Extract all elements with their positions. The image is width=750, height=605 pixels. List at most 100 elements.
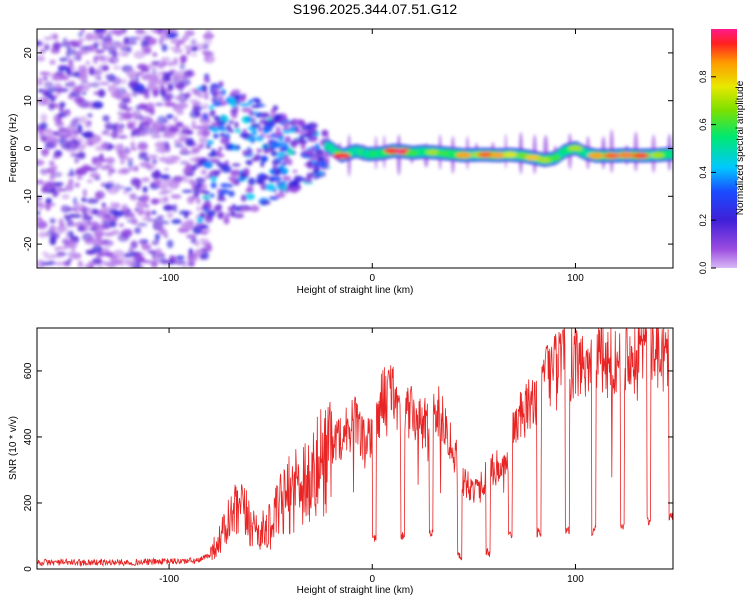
noise-blob: [122, 107, 134, 111]
noise-blob: [102, 43, 108, 51]
noise-blob: [138, 129, 149, 137]
noise-blob: [179, 61, 185, 71]
noise-blob: [192, 163, 200, 169]
transition-blob: [231, 89, 241, 95]
ridge-core: [559, 148, 572, 154]
noise-blob: [179, 136, 190, 143]
noise-blob: [155, 221, 163, 230]
noise-blob: [167, 61, 175, 67]
noise-blob: [94, 29, 107, 33]
transition-blob: [313, 175, 318, 179]
noise-blob: [168, 180, 180, 190]
noise-blob: [128, 247, 133, 253]
noise-blob: [101, 65, 109, 72]
snr-series-line: [37, 328, 673, 568]
transition-blob: [243, 116, 249, 120]
noise-blob: [123, 52, 129, 57]
noise-blob: [77, 225, 85, 232]
y-tick-label: 400: [23, 428, 34, 445]
noise-blob: [172, 48, 184, 54]
noise-blob: [37, 203, 43, 211]
noise-blob: [163, 72, 173, 77]
noise-blob: [66, 45, 71, 51]
noise-blob: [150, 133, 162, 139]
noise-blob: [82, 207, 94, 211]
noise-blob: [206, 244, 213, 252]
noise-blob: [57, 112, 67, 118]
noise-blob: [191, 46, 198, 51]
noise-blob: [68, 80, 76, 85]
transition-blob: [261, 156, 268, 163]
noise-blob: [157, 115, 168, 125]
transition-blob: [213, 133, 219, 139]
noise-blob: [153, 178, 163, 184]
noise-blob: [110, 201, 115, 210]
noise-blob: [78, 37, 86, 42]
noise-blob: [140, 67, 150, 73]
noise-blob: [204, 90, 209, 98]
noise-blob: [54, 72, 66, 76]
noise-blob: [160, 57, 171, 61]
noise-blob: [68, 65, 76, 72]
noise-blob: [42, 135, 47, 143]
transition-blob: [230, 108, 239, 116]
noise-blob: [156, 30, 164, 35]
transition-blob: [270, 176, 282, 182]
noise-blob: [91, 33, 100, 41]
noise-blob: [58, 66, 69, 71]
transition-blob: [308, 136, 318, 143]
transition-blob: [207, 216, 214, 221]
noise-blob: [81, 197, 87, 203]
noise-blob: [100, 217, 111, 222]
noise-blob: [178, 210, 190, 215]
transition-blob: [249, 205, 260, 212]
noise-blob: [49, 226, 56, 231]
transition-blob: [228, 120, 235, 124]
noise-blob: [193, 187, 201, 195]
noise-blob: [146, 218, 155, 222]
transition-blob: [227, 176, 236, 181]
noise-blob: [76, 175, 83, 181]
transition-blob: [234, 94, 239, 101]
noise-blob: [143, 90, 150, 99]
noise-blob: [166, 239, 174, 249]
snr-background: [37, 328, 673, 569]
noise-blob: [186, 234, 197, 239]
noise-blob: [81, 165, 92, 172]
noise-blob: [105, 157, 116, 164]
noise-blob: [128, 166, 137, 172]
heatmap-layer: [37, 29, 673, 268]
transition-blob: [245, 192, 256, 201]
noise-blob: [190, 39, 197, 46]
transition-blob: [318, 160, 329, 168]
transition-blob: [213, 87, 218, 94]
noise-blob: [150, 198, 160, 205]
noise-blob: [37, 217, 43, 221]
noise-blob: [53, 33, 58, 40]
noise-blob: [112, 76, 122, 86]
noise-blob: [203, 43, 209, 50]
transition-blob: [279, 180, 288, 185]
noise-blob: [41, 262, 51, 266]
noise-blob: [159, 185, 169, 190]
transition-blob: [200, 84, 208, 92]
transition-blob: [310, 128, 318, 135]
x-tick-label: 100: [567, 273, 584, 284]
transition-blob: [218, 81, 224, 88]
noise-blob: [119, 185, 125, 190]
noise-blob: [121, 29, 128, 34]
noise-blob: [152, 52, 158, 57]
noise-blob: [70, 40, 79, 47]
transition-blob: [280, 162, 288, 166]
noise-blob: [123, 252, 134, 258]
noise-blob: [104, 232, 115, 237]
noise-blob: [59, 75, 70, 81]
transition-blob: [244, 133, 253, 138]
noise-blob: [93, 240, 101, 247]
noise-blob: [104, 121, 114, 131]
transition-blob: [260, 200, 271, 205]
noise-blob: [161, 220, 170, 225]
ridge-core: [406, 150, 420, 156]
transition-blob: [292, 169, 298, 173]
noise-blob: [126, 45, 132, 54]
